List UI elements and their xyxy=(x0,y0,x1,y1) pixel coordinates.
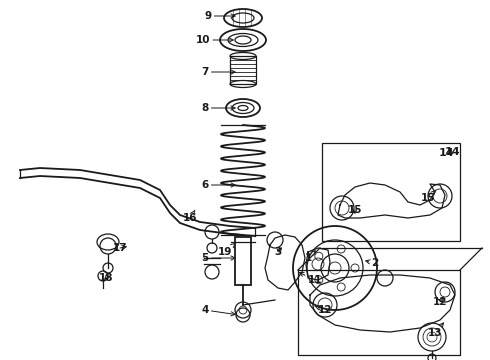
Text: 8: 8 xyxy=(201,103,235,113)
Text: 1: 1 xyxy=(304,251,315,263)
Text: 12: 12 xyxy=(315,305,332,315)
Text: 10: 10 xyxy=(196,35,233,45)
Text: 15: 15 xyxy=(421,190,436,203)
Bar xyxy=(235,237,251,285)
Text: 7: 7 xyxy=(201,67,235,77)
Bar xyxy=(322,143,460,241)
Text: 15: 15 xyxy=(348,205,362,215)
Text: 13: 13 xyxy=(428,323,443,338)
Text: 5: 5 xyxy=(201,253,235,263)
Text: 14: 14 xyxy=(444,147,460,157)
Text: 6: 6 xyxy=(201,180,235,190)
Text: 9: 9 xyxy=(204,11,235,21)
Text: 17: 17 xyxy=(113,243,127,253)
Text: 12: 12 xyxy=(433,297,447,307)
Text: 2: 2 xyxy=(366,258,379,268)
Text: 3: 3 xyxy=(274,247,282,257)
Text: 14: 14 xyxy=(438,148,454,158)
Text: 18: 18 xyxy=(99,273,113,283)
Text: 4: 4 xyxy=(201,305,235,316)
Text: 16: 16 xyxy=(183,210,197,223)
Bar xyxy=(230,56,256,84)
Text: 11: 11 xyxy=(299,273,322,285)
Text: 19: 19 xyxy=(218,243,235,257)
